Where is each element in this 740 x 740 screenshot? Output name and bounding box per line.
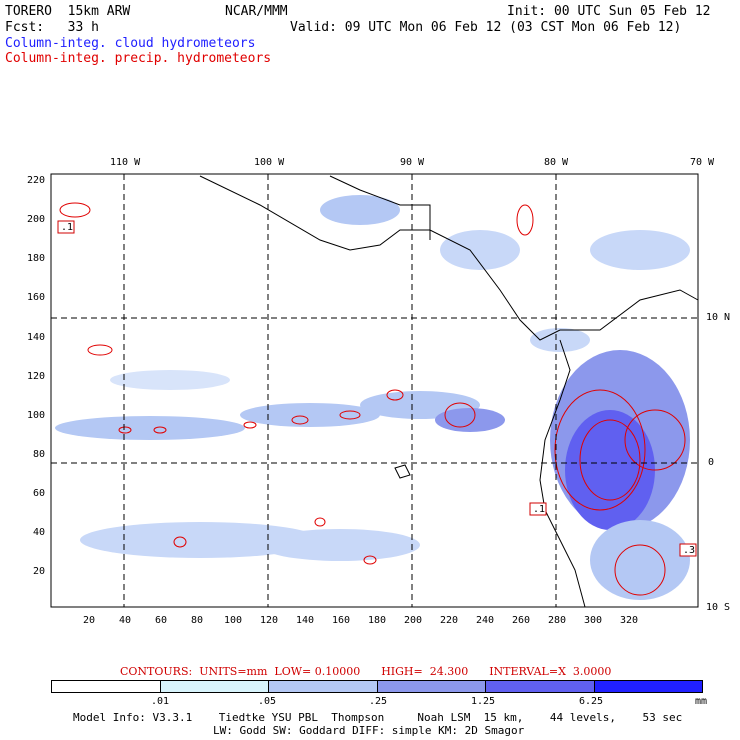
min-max-boxes <box>57 220 697 557</box>
lat-label: 0 <box>708 457 715 468</box>
x-tick: 40 <box>119 615 132 626</box>
y-tick: 140 <box>27 332 46 343</box>
y-tick: 180 <box>27 253 46 264</box>
x-tick: 260 <box>512 615 531 626</box>
y-tick: 40 <box>33 527 46 538</box>
precip-contours <box>59 202 686 596</box>
colorbar-unit: mm <box>695 696 708 707</box>
colorbar-label: 6.25 <box>579 696 604 707</box>
organization: NCAR/MMM <box>225 4 288 19</box>
x-tick: 220 <box>440 615 459 626</box>
colorbar-swatch <box>160 681 269 692</box>
x-tick: 80 <box>191 615 204 626</box>
lon-label: 80 W <box>544 157 569 168</box>
x-tick: 100 <box>224 615 243 626</box>
colorbar-swatch <box>486 681 595 692</box>
model-name: TORERO 15km ARW <box>5 4 131 19</box>
model-info: Model Info: V3.3.1 Tiedtke YSU PBL Thomp… <box>73 711 683 724</box>
lon-label: 110 W <box>110 157 141 168</box>
colorbar-swatch <box>594 681 702 692</box>
y-tick: 120 <box>27 371 46 382</box>
colorbar-swatch <box>269 681 378 692</box>
colorbar <box>51 680 703 693</box>
lat-label: 10 S <box>706 602 731 613</box>
lon-label: 100 W <box>254 157 285 168</box>
colorbar-label: .25 <box>369 696 388 707</box>
x-tick: 320 <box>620 615 639 626</box>
box-label: .3 <box>683 545 696 556</box>
y-tick: 160 <box>27 292 46 303</box>
cloud-shading <box>55 195 690 600</box>
lon-label: 90 W <box>400 157 425 168</box>
x-tick: 160 <box>332 615 351 626</box>
legend-cloud: Column-integ. cloud hydrometeors <box>5 36 256 51</box>
model-info-physics: LW: Godd SW: Goddard DIFF: simple KM: 2D… <box>213 724 525 737</box>
colorbar-swatch <box>52 681 161 692</box>
colorbar-label: .05 <box>258 696 277 707</box>
x-tick: 120 <box>260 615 279 626</box>
lon-label: 70 W <box>690 157 715 168</box>
y-tick: 200 <box>27 214 46 225</box>
x-tick: 60 <box>155 615 168 626</box>
x-tick: 280 <box>548 615 567 626</box>
x-tick: 300 <box>584 615 603 626</box>
colorbar-label: 1.25 <box>471 696 496 707</box>
y-tick: 220 <box>27 175 46 186</box>
x-tick: 20 <box>83 615 96 626</box>
box-label: .1 <box>61 222 74 233</box>
contour-info: CONTOURS: UNITS=mm LOW= 0.10000 HIGH= 24… <box>120 665 612 678</box>
x-tick: 240 <box>476 615 495 626</box>
colorbar-swatch <box>377 681 486 692</box>
forecast-hour: Fcst: 33 h <box>5 20 99 35</box>
init-time: Init: 00 UTC Sun 05 Feb 12 <box>507 4 711 19</box>
graticule <box>51 174 698 607</box>
y-tick: 80 <box>33 449 46 460</box>
x-tick: 180 <box>368 615 387 626</box>
y-tick: 100 <box>27 410 46 421</box>
valid-time: Valid: 09 UTC Mon 06 Feb 12 (03 CST Mon … <box>290 20 682 35</box>
y-tick: 60 <box>33 488 46 499</box>
x-tick: 200 <box>404 615 423 626</box>
colorbar-label: .01 <box>151 696 170 707</box>
legend-precip: Column-integ. precip. hydrometeors <box>5 51 272 66</box>
box-label: .1 <box>533 504 546 515</box>
lat-label: 10 N <box>706 312 731 323</box>
x-tick: 140 <box>296 615 315 626</box>
coastlines <box>199 175 699 608</box>
y-tick: 20 <box>33 566 46 577</box>
